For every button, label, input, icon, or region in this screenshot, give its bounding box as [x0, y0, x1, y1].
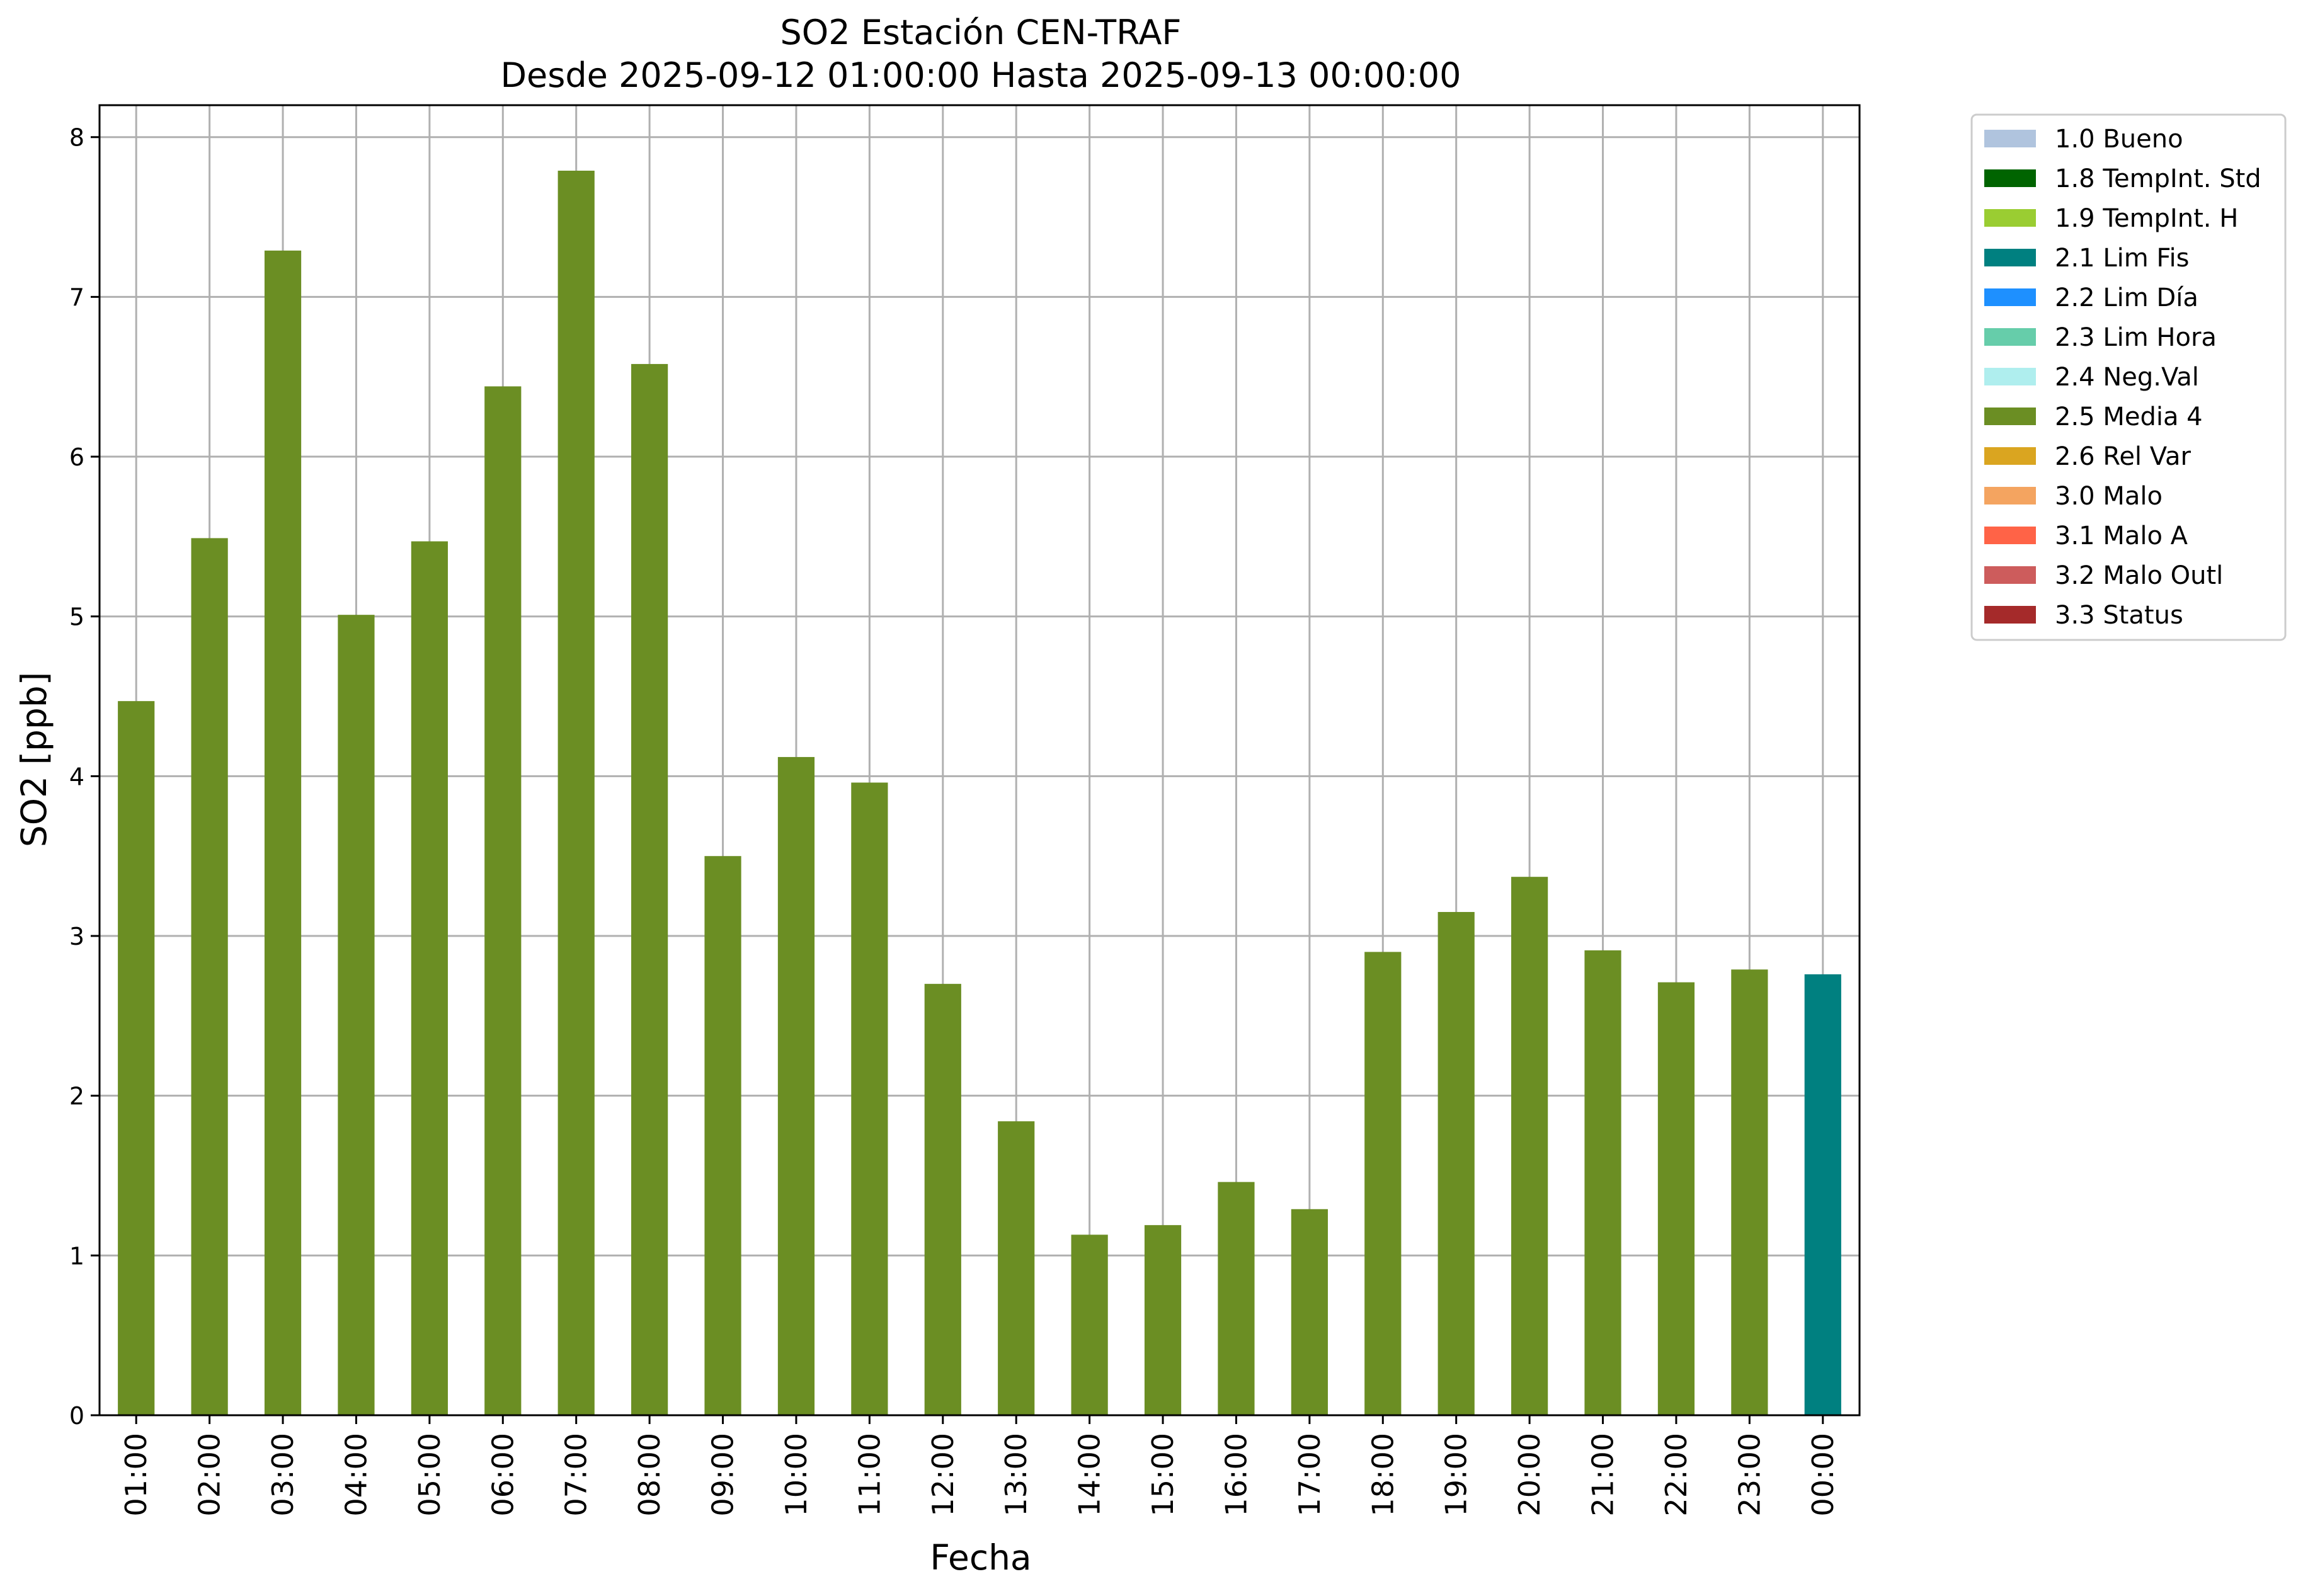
y-tick-label: 0	[69, 1402, 84, 1430]
legend-swatch	[1984, 527, 2036, 544]
x-tick-label: 04:00	[339, 1433, 373, 1517]
bar	[118, 701, 155, 1415]
x-tick-label: 03:00	[266, 1433, 300, 1517]
bar	[1144, 1225, 1182, 1415]
legend-label: 2.4 Neg.Val	[2055, 363, 2199, 392]
y-tick-label: 4	[69, 763, 84, 790]
legend-label: 1.9 TempInt. H	[2055, 204, 2238, 233]
legend-label: 2.2 Lim Día	[2055, 283, 2198, 312]
bar	[1731, 969, 1768, 1415]
bar	[411, 541, 448, 1415]
legend-frame	[1970, 113, 2287, 641]
y-tick-label: 3	[69, 923, 84, 950]
y-axis-ticks: 0 1 2 3 4 5 6 7 8	[69, 124, 100, 1430]
plot-frame	[98, 104, 1861, 1416]
x-tick-label: 17:00	[1293, 1433, 1327, 1517]
x-tick-label: 10:00	[779, 1433, 813, 1517]
legend-label: 3.3 Status	[2055, 601, 2183, 630]
y-axis-label: SO2 [ppb]	[14, 672, 54, 847]
chart-subtitle: Desde 2025-09-12 01:00:00 Hasta 2025-09-…	[500, 55, 1461, 95]
y-tick-label: 5	[69, 603, 84, 631]
bar	[191, 538, 228, 1416]
bar	[1071, 1234, 1108, 1415]
bar	[631, 363, 668, 1416]
x-tick-label: 02:00	[193, 1433, 227, 1517]
legend-label: 2.6 Rel Var	[2055, 442, 2192, 471]
x-axis-ticks: 01:00 02:00 03:00 04:00 05:00 06:00 07:00 08:00…	[119, 1415, 1840, 1517]
x-tick-label: 08:00	[632, 1433, 666, 1517]
x-tick-label: 13:00	[999, 1433, 1033, 1517]
x-tick-label: 21:00	[1586, 1433, 1620, 1517]
chart-title: SO2 Estación CEN-TRAF	[780, 13, 1181, 52]
legend-swatch	[1984, 328, 2036, 346]
bar	[484, 386, 522, 1416]
x-tick-label: 18:00	[1366, 1433, 1400, 1517]
legend-swatch	[1984, 209, 2036, 227]
bar	[704, 856, 741, 1415]
legend-label: 1.8 TempInt. Std	[2055, 164, 2261, 193]
bar	[338, 615, 375, 1416]
x-tick-label: 22:00	[1659, 1433, 1693, 1517]
bar	[264, 250, 302, 1416]
legend-swatch	[1984, 606, 2036, 624]
bar	[1657, 982, 1695, 1415]
x-tick-label: 20:00	[1512, 1433, 1546, 1517]
x-tick-label: 15:00	[1146, 1433, 1180, 1517]
bar	[1437, 911, 1475, 1415]
legend-label: 2.3 Lim Hora	[2055, 323, 2217, 352]
x-tick-label: 06:00	[486, 1433, 520, 1517]
bar	[1291, 1209, 1328, 1415]
bar	[1364, 952, 1402, 1415]
bars	[118, 171, 1841, 1416]
x-tick-label: 19:00	[1439, 1433, 1473, 1517]
bar	[1511, 877, 1548, 1415]
bar	[557, 171, 595, 1415]
bar	[998, 1121, 1035, 1415]
legend-swatch	[1984, 368, 2036, 385]
x-tick-label: 23:00	[1732, 1433, 1766, 1517]
legend-swatch	[1984, 408, 2036, 425]
legend-swatch	[1984, 447, 2036, 465]
bar	[1584, 950, 1621, 1415]
bar	[924, 984, 961, 1415]
y-tick-label: 6	[69, 443, 84, 471]
legend-swatch	[1984, 566, 2036, 584]
bar	[777, 756, 815, 1415]
x-tick-label: 00:00	[1806, 1433, 1840, 1517]
x-tick-label: 12:00	[926, 1433, 960, 1517]
legend-swatch	[1984, 487, 2036, 504]
legend-label: 2.1 Lim Fis	[2055, 244, 2189, 273]
legend-label: 1.0 Bueno	[2055, 125, 2183, 154]
legend-label: 3.2 Malo Outl	[2055, 561, 2223, 590]
x-tick-label: 07:00	[559, 1433, 593, 1517]
legend-swatch	[1984, 130, 2036, 147]
legend-label: 2.5 Media 4	[2055, 402, 2203, 431]
y-tick-label: 2	[69, 1083, 84, 1110]
legend-label: 3.0 Malo	[2055, 482, 2163, 511]
bar	[851, 782, 888, 1415]
x-tick-label: 09:00	[706, 1433, 740, 1517]
y-tick-label: 7	[69, 283, 84, 311]
x-tick-label: 05:00	[413, 1433, 447, 1517]
y-tick-label: 1	[69, 1242, 84, 1270]
x-tick-label: 01:00	[119, 1433, 153, 1517]
bar	[1804, 974, 1841, 1415]
legend: 1.0 Bueno 1.8 TempInt. Std 1.9 TempInt. H 2…	[1970, 113, 2287, 641]
x-tick-label: 14:00	[1073, 1433, 1107, 1517]
legend-label: 3.1 Malo A	[2055, 522, 2188, 550]
x-tick-label: 11:00	[852, 1433, 886, 1517]
x-axis-label: Fecha	[930, 1537, 1031, 1578]
legend-swatch	[1984, 288, 2036, 306]
x-tick-label: 16:00	[1219, 1433, 1253, 1517]
legend-swatch	[1984, 249, 2036, 266]
legend-swatch	[1984, 169, 2036, 187]
y-tick-label: 8	[69, 124, 84, 152]
bar	[1218, 1182, 1255, 1415]
